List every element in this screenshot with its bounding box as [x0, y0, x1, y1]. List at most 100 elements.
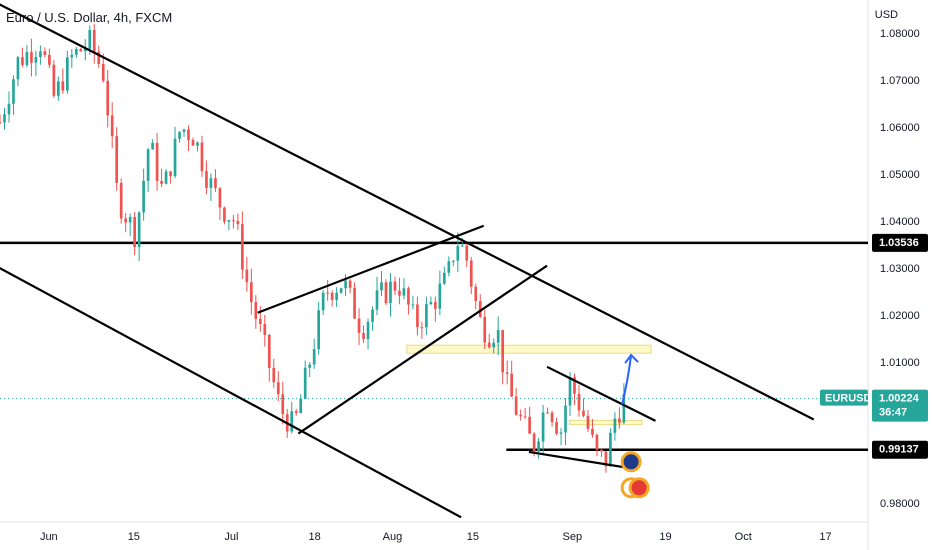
candle-body [326, 292, 329, 294]
level-label-upper-text: 1.03536 [879, 237, 919, 249]
candle-body [438, 283, 442, 309]
price-axis[interactable]: 1.08000 1.07000 1.06000 1.05000 1.04000 1.030… [880, 28, 920, 510]
candle-body [537, 441, 540, 452]
candle-body [205, 171, 208, 188]
candle-body [79, 49, 83, 52]
candle-body [21, 57, 24, 65]
candle-body [34, 57, 38, 63]
candle-body [16, 57, 20, 80]
candle-body [155, 142, 159, 181]
candle-body [151, 142, 154, 150]
candle-body [474, 286, 478, 302]
last-price-label-text: 1.00224 [879, 393, 920, 405]
candle-body [483, 316, 487, 343]
candle-body [110, 115, 114, 137]
candle-body [88, 29, 92, 49]
currency-label: USD [874, 9, 898, 21]
candle-body [119, 182, 123, 219]
candle-body [178, 131, 181, 139]
candle-body [595, 434, 599, 450]
candle-body [137, 212, 141, 248]
candle-body [267, 334, 271, 368]
candle-body [456, 246, 460, 261]
candle-body [366, 321, 370, 340]
candle-body [546, 412, 549, 414]
candle-body [425, 304, 428, 328]
candle-body [236, 220, 240, 225]
candles [0, 23, 626, 473]
level-label-lower-bg [872, 440, 928, 459]
candle-body [541, 412, 545, 442]
candle-body [0, 122, 2, 124]
last-price-label-bg [872, 389, 928, 422]
candle-body [191, 139, 195, 146]
candle-body [61, 81, 65, 91]
wedge-lower [528, 450, 638, 471]
candle-body [604, 451, 608, 467]
candle-body [317, 310, 321, 350]
candle-body [443, 272, 446, 284]
candle-body [411, 304, 415, 306]
candle-body [389, 281, 392, 304]
candle-body [393, 281, 397, 291]
candle-body [555, 422, 558, 434]
candle-body [312, 349, 316, 365]
candle-body [263, 323, 267, 335]
candle-body [496, 330, 500, 343]
y-tick-label: 1.04000 [880, 216, 920, 228]
zones [406, 344, 652, 426]
x-tick-label: Sep [563, 531, 583, 543]
candle-body [487, 342, 491, 348]
candle-body [582, 410, 585, 416]
candle-body [353, 287, 356, 319]
x-tick-label: Jul [224, 531, 238, 543]
channel-lower [0, 266, 462, 519]
candle-body [106, 80, 110, 116]
candle-body [12, 79, 15, 104]
candle-body [618, 418, 621, 423]
candle-body [214, 178, 217, 189]
horizontal-levels [0, 241, 868, 451]
candle-body [74, 49, 78, 55]
candle-body [187, 129, 190, 140]
candle-body [339, 288, 343, 293]
candle-body [124, 218, 128, 223]
candle-body [514, 396, 518, 415]
candle-body [182, 129, 186, 132]
candle-body [294, 411, 298, 414]
candle-body [83, 48, 87, 52]
candle-body [465, 245, 469, 261]
time-axis[interactable]: Jun 15 Jul 18 Aug 15 Sep 19 Oct 17 [40, 531, 832, 543]
candle-body [48, 54, 51, 65]
candle-body [164, 171, 168, 184]
candle-body [65, 57, 69, 91]
chart-title: Euro / U.S. Dollar, 4h, FXCM [6, 10, 173, 25]
candle-body [209, 178, 213, 188]
candle-body [250, 282, 253, 303]
candle-body [281, 394, 285, 415]
candle-body [7, 103, 11, 115]
candle-body [429, 301, 433, 305]
candle-body [173, 138, 177, 177]
candle-body [357, 318, 361, 333]
candle-body [223, 207, 226, 222]
y-tick-label: 1.06000 [880, 122, 920, 134]
candle-body [101, 63, 105, 81]
candle-body [115, 136, 119, 183]
candle-body [416, 304, 419, 328]
candle-body [30, 52, 33, 63]
candle-body [505, 372, 509, 374]
candle-body [609, 432, 612, 467]
y-tick-label: 1.07000 [880, 75, 920, 87]
candle-body [469, 260, 473, 287]
candle-body [348, 280, 352, 288]
trendlines [0, 3, 815, 519]
candle-body [276, 382, 280, 395]
x-tick-label: 19 [659, 531, 671, 543]
x-tick-label: Jun [40, 531, 58, 543]
x-tick-label: Aug [383, 531, 403, 543]
candle-body [447, 261, 451, 273]
candle-body [254, 302, 258, 319]
y-tick-label: 1.02000 [880, 310, 920, 322]
